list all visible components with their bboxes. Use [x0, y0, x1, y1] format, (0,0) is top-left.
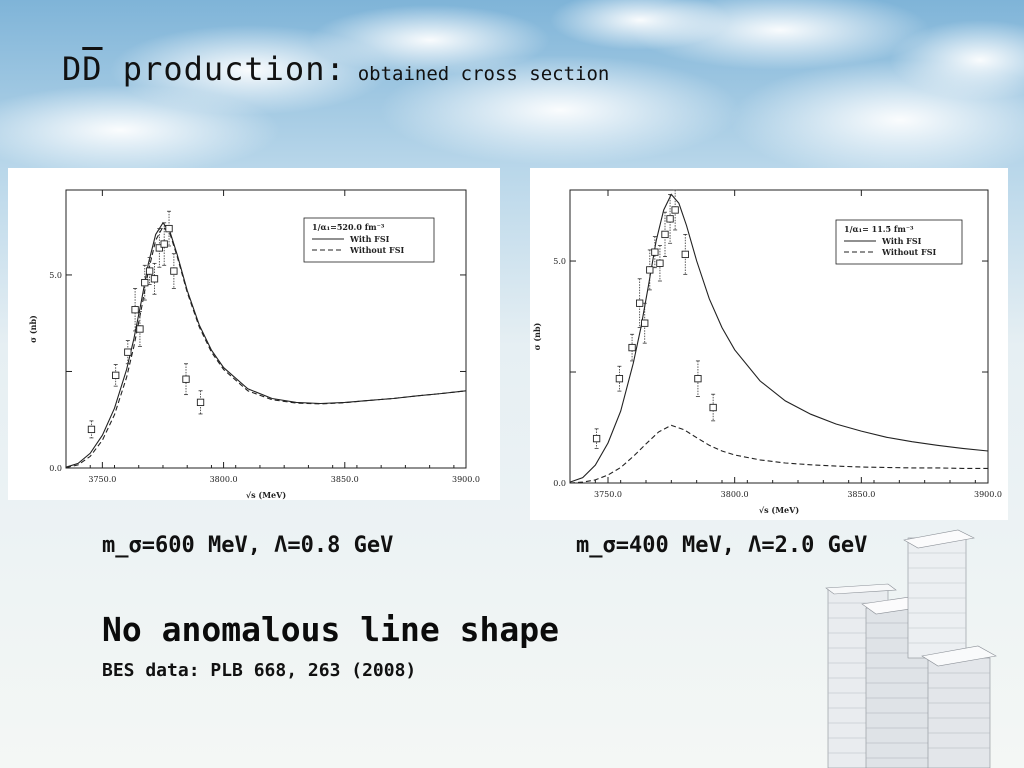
data-point	[182, 375, 190, 383]
y-axis-label: σ (nb)	[28, 315, 38, 343]
x-tick-label: 3900.0	[974, 490, 1002, 499]
x-tick-label: 3750.0	[594, 490, 622, 499]
data-point	[671, 206, 679, 214]
data-point	[646, 266, 654, 274]
data-point	[615, 375, 624, 383]
data-point	[636, 299, 644, 307]
data-point	[124, 348, 132, 356]
data-point	[651, 248, 659, 256]
paper-stack-back	[903, 529, 975, 659]
data-point	[112, 371, 120, 379]
y-tick-label: 0.0	[49, 464, 62, 473]
data-point	[155, 244, 163, 252]
x-axis-label: √s (MeV)	[759, 505, 799, 515]
x-tick-label: 3750.0	[88, 475, 116, 484]
data-point	[170, 267, 178, 275]
reference: BES data: PLB 668, 263 (2008)	[102, 660, 417, 681]
y-tick-label: 5.0	[49, 271, 62, 280]
y-tick-label: 0.0	[553, 479, 566, 488]
x-tick-label: 3800.0	[721, 490, 749, 499]
data-point	[592, 434, 601, 443]
series-line-without-fsi	[569, 424, 988, 484]
data-point	[131, 306, 139, 314]
data-point	[709, 403, 717, 412]
cross-section-plot-left: 3750.0 3800.0 3850.0 3900.0 0.0 5.0 √s (MeV) σ …	[8, 168, 500, 500]
x-tick-label: 3800.0	[210, 475, 238, 484]
caption-left: m_σ=600 MeV, Λ=0.8 GeV	[102, 533, 394, 558]
data-point	[165, 224, 173, 233]
title-prefix: D	[62, 50, 83, 88]
chart-right: 3750.0 3800.0 3850.0 3900.0 0.0 5.0 √s (MeV) σ …	[532, 189, 1002, 515]
data-point	[87, 425, 96, 434]
data-point	[136, 325, 144, 333]
data-point	[141, 279, 149, 287]
paper-stacks-illustration	[825, 529, 997, 768]
legend-title: 1/α₁= 11.5 fm⁻³	[844, 224, 914, 234]
x-tick-label: 3850.0	[847, 490, 875, 499]
y-tick-label: 5.0	[553, 257, 566, 266]
legend-label: With FSI	[349, 234, 390, 244]
x-axis-label: √s (MeV)	[246, 490, 286, 500]
legend-box	[835, 219, 963, 265]
series-line-without-fsi	[65, 225, 467, 469]
legend-box	[303, 217, 435, 263]
caption-right: m_σ=400 MeV, Λ=2.0 GeV	[576, 533, 868, 558]
x-tick-label: 3900.0	[452, 475, 480, 484]
data-point	[150, 275, 159, 283]
legend-label: Without FSI	[881, 247, 936, 257]
data-point	[666, 215, 674, 223]
legend-label: Without FSI	[349, 245, 404, 255]
clouds	[0, 0, 1024, 180]
plot-frame	[65, 189, 467, 469]
data-point	[694, 375, 702, 383]
cross-section-plot-right: 3750.0 3800.0 3850.0 3900.0 0.0 5.0 √s (MeV) σ …	[530, 168, 1008, 520]
chart-left: 3750.0 3800.0 3850.0 3900.0 0.0 5.0 √s (MeV) σ …	[28, 189, 480, 500]
y-axis-label: σ (nb)	[532, 322, 542, 350]
title-dbar: D	[82, 50, 103, 88]
data-point	[641, 319, 649, 327]
data-point	[661, 230, 669, 239]
data-point	[160, 240, 168, 248]
data-point	[145, 267, 154, 275]
paper-stack-right	[921, 645, 997, 768]
title-rest: production:	[102, 50, 346, 88]
data-point	[628, 343, 636, 352]
data-point	[196, 398, 205, 407]
slide-title: DD production: obtained cross section	[62, 50, 609, 88]
x-tick-label: 3850.0	[331, 475, 359, 484]
headline: No anomalous line shape	[102, 610, 559, 649]
data-point	[681, 250, 689, 259]
legend-title: 1/α₁=520.0 fm⁻³	[312, 222, 385, 232]
data-point	[656, 259, 664, 267]
plot-frame	[569, 189, 989, 484]
title-subtitle: obtained cross section	[357, 63, 610, 85]
legend-label: With FSI	[881, 236, 922, 246]
series-line-with-fsi	[569, 193, 989, 483]
